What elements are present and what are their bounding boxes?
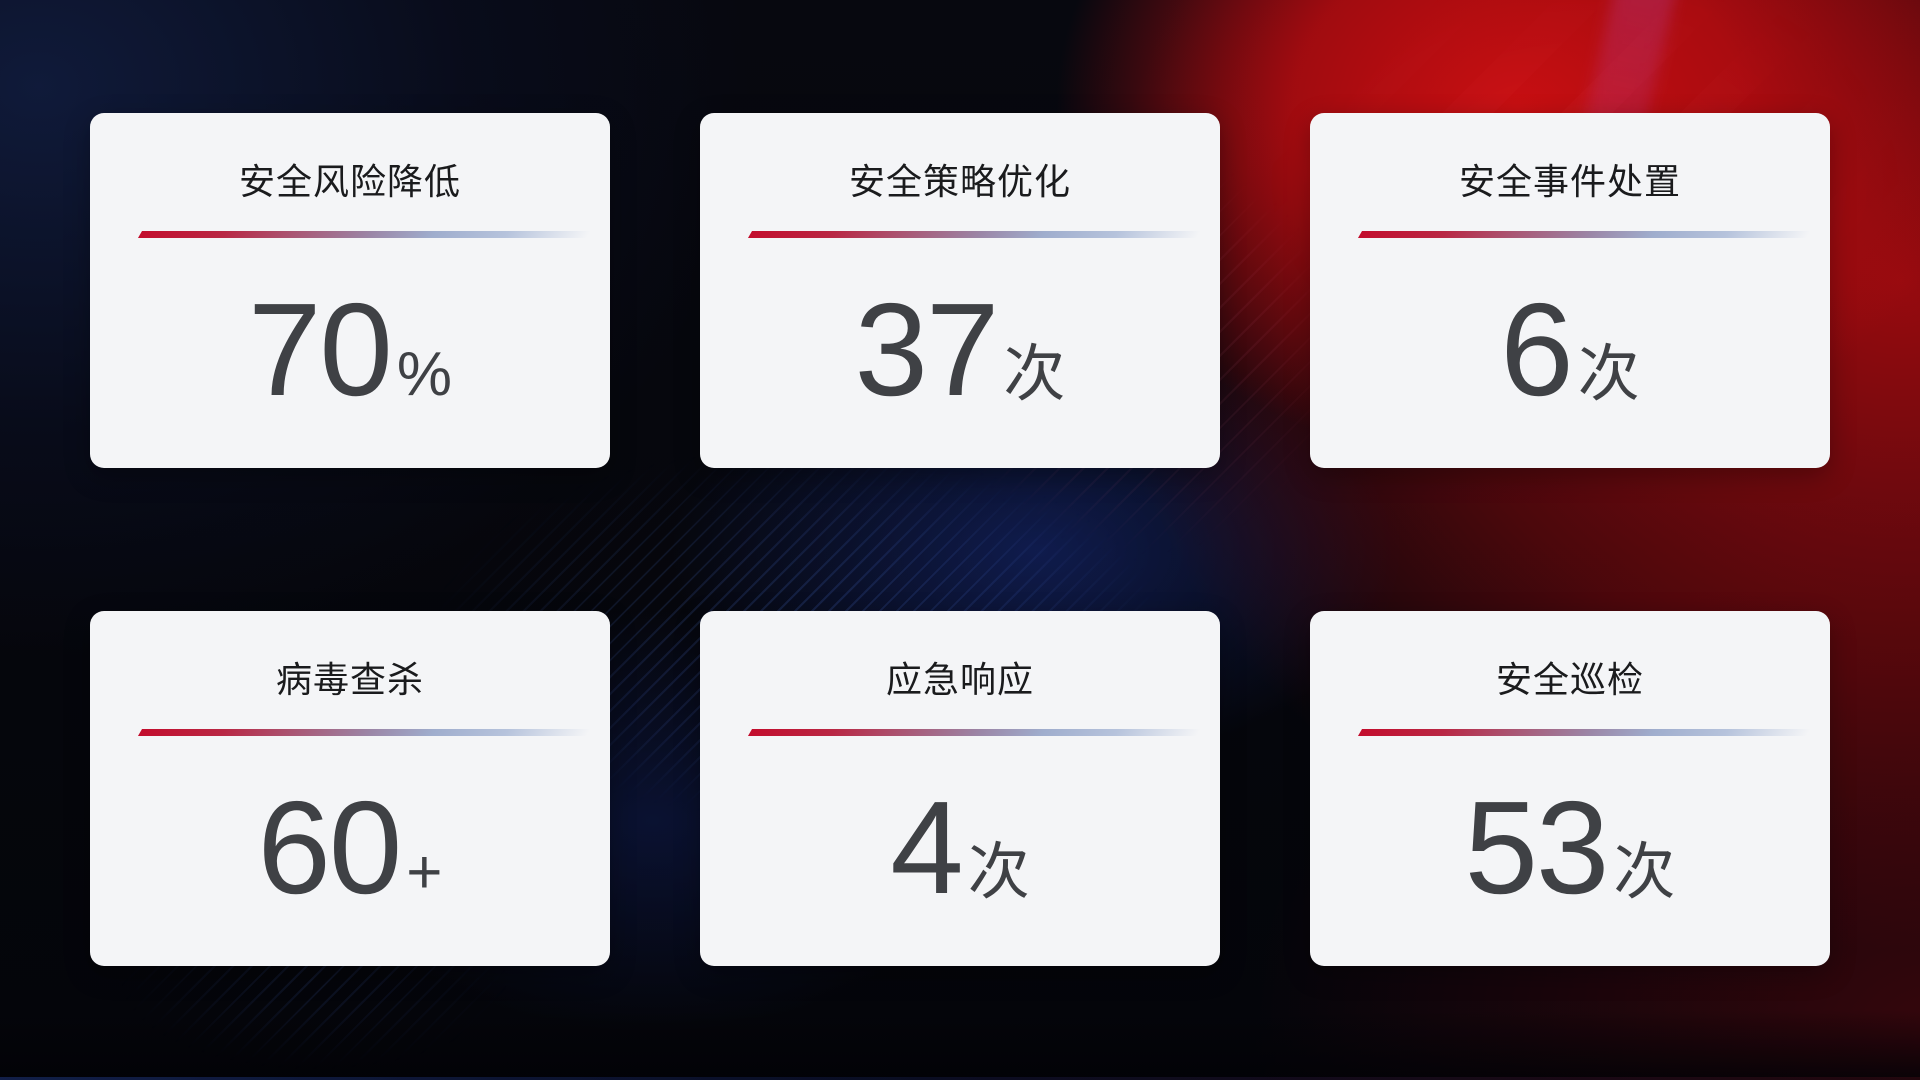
stat-figure: 70 % [90,284,610,416]
stat-unit: 次 [1003,340,1066,409]
stat-figure: 60 + [90,782,610,914]
stat-unit: 次 [1613,838,1676,907]
stat-unit: 次 [1577,340,1640,409]
stat-figure: 4 次 [700,782,1220,914]
stat-card-policy-optimization: 安全策略优化 37 次 [700,113,1220,468]
divider-line [1357,231,1821,238]
card-title: 安全风险降低 [238,161,461,202]
stat-value: 37 [854,276,1000,423]
stat-card-virus-scan: 病毒查杀 60 + [90,611,610,966]
divider-line [137,729,601,736]
card-title: 安全事件处置 [1458,161,1681,202]
stat-value: 4 [890,774,963,921]
stat-value: 60 [257,774,402,921]
stat-card-security-inspection: 安全巡检 53 次 [1310,611,1830,966]
divider-line [137,231,601,238]
stat-value: 70 [248,276,393,423]
stat-value: 6 [1500,276,1573,423]
kpi-card-grid: 安全风险降低 70 % 安全策略优化 37 次 安全事件处置 6 次 病毒查 [90,113,1830,966]
stat-unit: % [396,340,452,409]
stat-unit: 次 [967,838,1030,907]
card-title: 病毒查杀 [275,659,424,700]
stat-figure: 53 次 [1310,782,1830,914]
stat-figure: 37 次 [700,284,1220,416]
stat-card-emergency-response: 应急响应 4 次 [700,611,1220,966]
divider-line [747,729,1211,736]
stat-figure: 6 次 [1310,284,1830,416]
stat-card-incident-handling: 安全事件处置 6 次 [1310,113,1830,468]
stat-unit: + [406,838,443,907]
stat-card-risk-reduction: 安全风险降低 70 % [90,113,610,468]
divider-line [747,231,1211,238]
card-title: 应急响应 [885,659,1034,700]
stat-value: 53 [1464,774,1610,921]
card-title: 安全策略优化 [848,161,1071,202]
card-title: 安全巡检 [1495,659,1644,700]
divider-line [1357,729,1821,736]
